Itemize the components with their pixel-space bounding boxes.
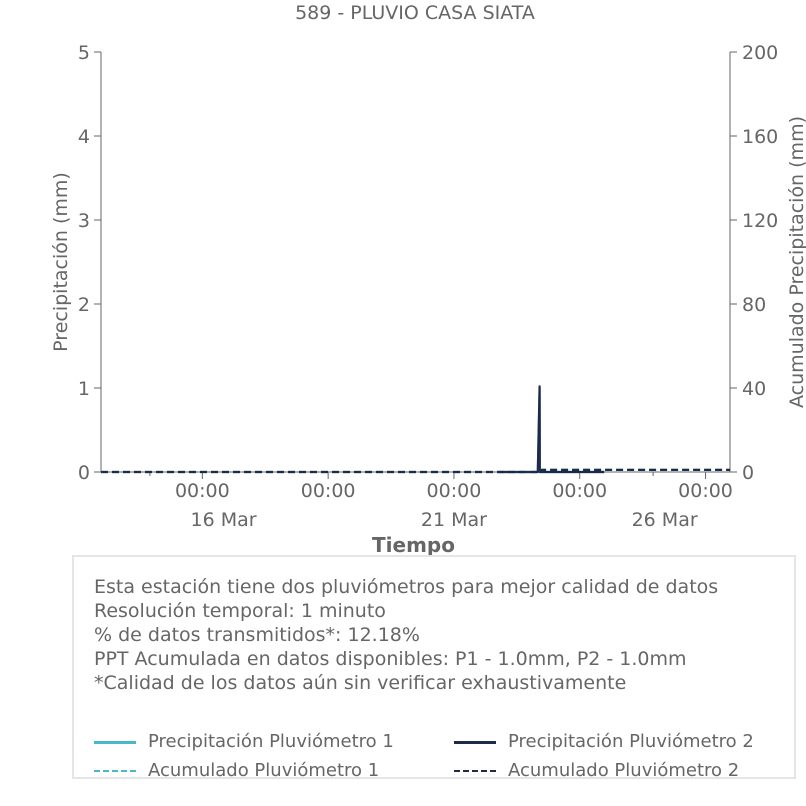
legend-label-acum-1: Acumulado Pluviómetro 1 — [148, 760, 380, 781]
info-line: Resolución temporal: 1 minuto — [94, 600, 386, 622]
y-right-tick-label: 200 — [742, 42, 778, 64]
info-text: Esta estación tiene dos pluviómetros par… — [94, 575, 718, 695]
y-right-tick-label: 80 — [742, 294, 766, 316]
info-line: % de datos transmitidos*: 12.18% — [94, 624, 420, 646]
legend-swatch-acum-1 — [94, 770, 136, 772]
y-right-tick-label: 120 — [742, 210, 778, 232]
x-tick-label: 00:00 — [427, 480, 482, 502]
x-axis-label: Tiempo — [372, 533, 455, 557]
legend-label-precip-1: Precipitación Pluviómetro 1 — [148, 731, 394, 752]
y-left-tick-label: 2 — [78, 294, 90, 316]
chart-title: 589 - PLUVIO CASA SIATA — [295, 2, 535, 24]
x-date-label: 21 Mar — [421, 509, 487, 531]
chart-canvas: 0 1 2 3 4 5 0 40 80 120 160 200 00:00 00:00 00:00 00:00… — [78, 42, 778, 531]
x-date-label: 16 Mar — [191, 509, 257, 531]
x-date-label: 26 Mar — [632, 509, 698, 531]
series-line-2 — [499, 385, 605, 474]
legend-label-acum-2: Acumulado Pluviómetro 2 — [508, 760, 740, 781]
y-right-tick-label: 0 — [742, 462, 754, 484]
legend-swatch-acum-2 — [454, 770, 496, 772]
legend-label-precip-2: Precipitación Pluviómetro 2 — [508, 731, 754, 752]
x-tick-label: 00:00 — [678, 480, 733, 502]
info-line: Esta estación tiene dos pluviómetros par… — [94, 576, 719, 598]
y-left-tick-label: 0 — [78, 462, 90, 484]
y-left-tick-label: 5 — [78, 42, 90, 64]
info-line: *Calidad de los datos aún sin verificar … — [94, 672, 627, 694]
info-line: PPT Acumulada en datos disponibles: P1 -… — [94, 648, 687, 670]
y-axis-left-label: Precipitación (mm) — [50, 172, 72, 352]
y-right-tick-label: 160 — [742, 126, 778, 148]
x-tick-label: 00:00 — [552, 480, 607, 502]
series-line-1 — [499, 386, 605, 474]
x-tick-label: 00:00 — [301, 480, 356, 502]
legend-swatch-precip-2 — [454, 741, 496, 744]
y-left-tick-label: 4 — [78, 126, 90, 148]
y-left-tick-label: 1 — [78, 378, 90, 400]
y-right-tick-label: 40 — [742, 378, 766, 400]
x-tick-label: 00:00 — [175, 480, 230, 502]
legend-swatch-precip-1 — [94, 741, 136, 744]
y-left-tick-label: 3 — [78, 210, 90, 232]
y-axis-right-label: Acumulado Precipitación (mm) — [786, 116, 806, 408]
info-box: Esta estación tiene dos pluviómetros par… — [72, 555, 796, 781]
